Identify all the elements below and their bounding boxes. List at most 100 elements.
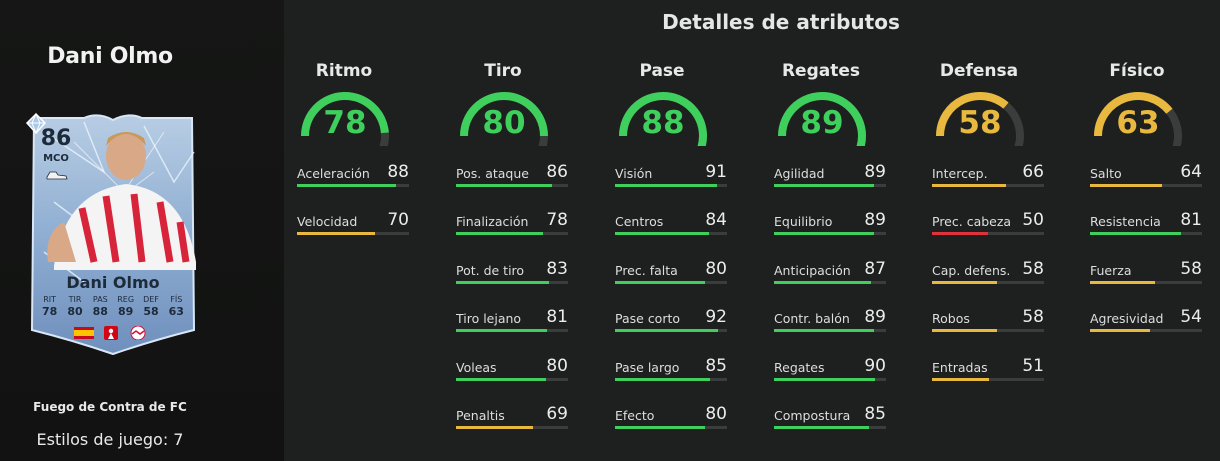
attribute-row: Tiro lejano 81	[456, 303, 586, 333]
attribute-bar-fill	[456, 281, 549, 284]
attribute-bar-fill	[456, 426, 534, 429]
category-name: Tiro	[484, 61, 522, 81]
category-value: 88	[641, 105, 685, 141]
attribute-row: Fuerza 58	[1090, 255, 1220, 285]
card-overall: 86	[40, 126, 72, 151]
category-name: Regates	[781, 61, 861, 81]
card-stat-label: TIR	[68, 295, 82, 304]
attribute-value: 89	[864, 210, 886, 230]
attribute-value: 90	[864, 356, 886, 376]
attribute-bar-fill	[615, 378, 711, 381]
category-gauge	[619, 92, 707, 146]
category-gauge	[936, 92, 1024, 146]
category-name: Pase	[639, 61, 685, 81]
bundesliga-icon	[104, 326, 118, 340]
attribute-bar-track	[932, 184, 1044, 187]
attribute-bar-track	[615, 329, 727, 332]
attribute-row: Velocidad 70	[297, 206, 427, 236]
category-name: Defensa	[939, 61, 1019, 81]
card-stat: DEF 58	[138, 295, 163, 318]
attribute-row: Prec. cabeza 50	[932, 206, 1062, 236]
card-stat-value: 58	[143, 305, 159, 318]
category-value: 63	[1116, 105, 1160, 141]
attribute-bar-fill	[1090, 232, 1181, 235]
card-stat: RIT 78	[37, 295, 62, 318]
attribute-bar-track	[774, 378, 886, 381]
attribute-value: 85	[864, 404, 886, 424]
attribute-bar-track	[456, 426, 568, 429]
attribute-bar-track	[932, 281, 1044, 284]
attribute-bar-fill	[774, 281, 872, 284]
attribute-bar-track	[456, 378, 568, 381]
attribute-label: Agresividad	[1090, 311, 1164, 326]
page-title: Detalles de atributos	[662, 10, 900, 34]
gauge-fill	[778, 92, 866, 146]
attribute-row: Pos. ataque 86	[456, 158, 586, 188]
attribute-label: Cap. defens.	[932, 263, 1011, 278]
attribute-bar-fill	[774, 378, 875, 381]
attribute-bar-track	[1090, 329, 1202, 332]
attribute-bar-track	[932, 378, 1044, 381]
diamond-icon	[25, 112, 47, 135]
attribute-bar-track	[297, 184, 409, 187]
attribute-bar-fill	[297, 184, 396, 187]
attribute-label: Finalización	[456, 214, 529, 229]
attribute-row: Pase largo 85	[615, 352, 745, 382]
playstyles-count[interactable]: Estilos de juego: 7	[36, 430, 184, 449]
attribute-value: 80	[546, 356, 568, 376]
category-value: 89	[800, 105, 844, 141]
gauge-fill	[460, 92, 548, 137]
gauge-fill	[301, 91, 389, 137]
gauge-fill	[1094, 92, 1173, 137]
attribute-label: Efecto	[615, 408, 655, 423]
attribute-value: 66	[1022, 162, 1044, 182]
attribute-bar-fill	[615, 184, 717, 187]
attribute-bar-fill	[1090, 281, 1155, 284]
attribute-label: Penaltis	[456, 408, 505, 423]
attribute-row: Equilibrio 89	[774, 206, 904, 236]
category-gauge	[460, 92, 548, 146]
attribute-row: Pot. de tiro 83	[456, 255, 586, 285]
attribute-value: 50	[1022, 210, 1044, 230]
attribute-label: Contr. balón	[774, 311, 850, 326]
spain-flag-icon	[74, 327, 94, 339]
attribute-value: 58	[1022, 259, 1044, 279]
card-stat-label: REG	[117, 295, 135, 304]
attribute-bar-track	[932, 329, 1044, 332]
attribute-bar-track	[297, 232, 409, 235]
attribute-bar-track	[456, 184, 568, 187]
attribute-label: Velocidad	[297, 214, 358, 229]
attribute-bar-fill	[456, 232, 544, 235]
player-card[interactable]: 86 MCO Dani Olmo RIT 78 TIR 80 PAS 88 RE…	[24, 112, 202, 356]
attribute-label: Centros	[615, 214, 664, 229]
attribute-label: Agilidad	[774, 166, 825, 181]
attribute-value: 51	[1022, 356, 1044, 376]
attribute-label: Compostura	[774, 408, 851, 423]
attribute-bar-track	[456, 232, 568, 235]
attribute-bar-fill	[615, 281, 705, 284]
attribute-row: Regates 90	[774, 352, 904, 382]
attribute-bar-fill	[774, 426, 870, 429]
attribute-row: Resistencia 81	[1090, 206, 1220, 236]
attribute-label: Pase largo	[615, 360, 680, 375]
attribute-bar-track	[615, 378, 727, 381]
card-stat-label: PAS	[92, 295, 108, 304]
attribute-bar-track	[456, 329, 568, 332]
attribute-label: Pot. de tiro	[456, 263, 525, 278]
attribute-label: Entradas	[932, 360, 988, 375]
attribute-bar-track	[774, 232, 886, 235]
attribute-label: Pos. ataque	[456, 166, 529, 181]
attribute-bar-track	[932, 232, 1044, 235]
card-stat: TIR 80	[62, 295, 87, 318]
player-name: Dani Olmo	[47, 44, 173, 69]
attribute-value: 58	[1022, 307, 1044, 327]
attribute-bar-track	[774, 184, 886, 187]
attribute-row: Penaltis 69	[456, 400, 586, 430]
attribute-row: Entradas 51	[932, 352, 1062, 382]
card-position: MCO	[43, 153, 69, 164]
attribute-value: 70	[387, 210, 409, 230]
attribute-bar-fill	[297, 232, 376, 235]
attribute-value: 89	[864, 162, 886, 182]
gauge-fill	[619, 92, 707, 146]
attribute-bar-track	[1090, 232, 1202, 235]
